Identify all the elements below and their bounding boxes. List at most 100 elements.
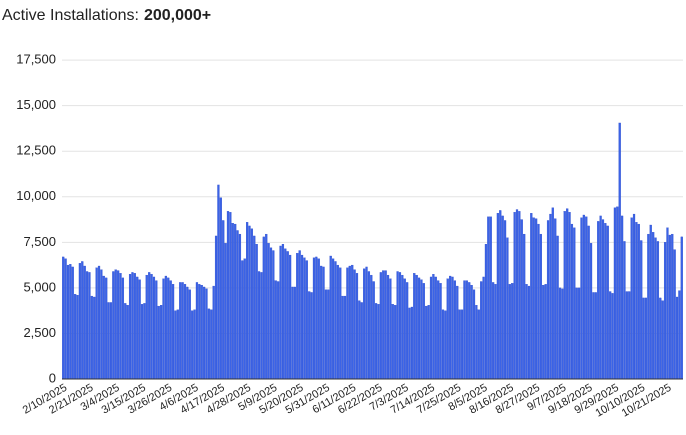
bar: [205, 288, 208, 380]
bar: [398, 272, 402, 380]
bar: [549, 213, 552, 380]
bar: [315, 256, 318, 380]
bar: [329, 255, 332, 380]
bar: [291, 286, 294, 380]
bar: [382, 270, 385, 380]
bar: [573, 227, 576, 380]
bar: [546, 220, 550, 380]
bar: [616, 206, 619, 380]
bar: [281, 243, 285, 380]
bar: [93, 296, 96, 380]
bar: [480, 281, 483, 380]
bar: [558, 287, 562, 380]
bar: [472, 289, 476, 380]
bar: [620, 215, 624, 380]
bar: [107, 302, 110, 380]
bar: [246, 222, 249, 380]
bar: [499, 210, 502, 380]
bar: [279, 245, 282, 380]
bar: [331, 258, 335, 380]
bar: [453, 280, 457, 380]
bar: [226, 211, 230, 380]
bar: [597, 221, 600, 380]
bar: [324, 289, 328, 380]
bar: [477, 309, 480, 380]
bar: [492, 282, 495, 380]
bar: [429, 276, 433, 380]
bar: [678, 290, 681, 380]
bar: [570, 223, 574, 380]
bar: [102, 275, 105, 380]
bar: [219, 197, 222, 380]
y-tick-label: 0: [49, 370, 56, 385]
bar: [112, 271, 115, 380]
bar: [85, 271, 89, 380]
bar: [577, 287, 581, 380]
bar: [69, 264, 72, 380]
bar: [160, 305, 163, 380]
bar: [117, 270, 120, 380]
bar: [425, 305, 428, 380]
bar: [468, 282, 471, 380]
bar: [463, 280, 466, 380]
bar: [81, 261, 84, 380]
bar: [363, 268, 366, 380]
bar: [518, 211, 521, 380]
bar: [140, 304, 144, 380]
bar: [308, 291, 311, 380]
bar: [494, 284, 497, 380]
bar: [365, 266, 368, 380]
bar: [377, 304, 380, 380]
bar: [654, 237, 657, 380]
bar: [124, 303, 127, 380]
bar: [417, 277, 421, 380]
bar: [105, 277, 108, 380]
bar: [487, 216, 490, 380]
bar: [647, 233, 650, 380]
y-tick-label: 17,500: [16, 52, 56, 67]
bar: [336, 264, 339, 380]
bar: [406, 282, 409, 380]
bar: [327, 289, 330, 380]
bar: [432, 274, 435, 380]
bar: [599, 215, 602, 380]
bar: [640, 240, 643, 380]
y-tick-label: 5,000: [23, 279, 56, 294]
title-label: Active Installations:: [2, 7, 139, 24]
bar: [644, 297, 648, 380]
bar: [673, 249, 676, 380]
bar: [358, 300, 361, 380]
bar: [255, 243, 258, 380]
bar: [288, 254, 292, 380]
bar: [88, 272, 91, 380]
bar: [656, 241, 660, 380]
bar: [320, 265, 323, 380]
bar: [119, 273, 122, 380]
bar: [568, 212, 571, 380]
bar: [675, 296, 679, 380]
bar: [162, 278, 165, 380]
bar: [594, 292, 597, 380]
bar: [439, 283, 442, 380]
bar: [422, 283, 425, 380]
bar: [384, 270, 387, 380]
bar: [167, 277, 170, 380]
bar: [114, 269, 117, 380]
bar: [618, 122, 621, 380]
bar: [539, 233, 542, 380]
bar: [109, 302, 113, 380]
bar: [293, 286, 296, 380]
bar: [663, 242, 667, 380]
bar: [212, 285, 215, 380]
bar: [370, 274, 373, 380]
bar: [556, 235, 559, 380]
bar: [630, 217, 633, 380]
bar: [64, 258, 67, 380]
bar: [66, 264, 70, 380]
bar: [413, 273, 416, 380]
bar: [317, 258, 320, 380]
bar: [71, 266, 74, 380]
bar: [475, 305, 478, 380]
title-total: 200,000+: [144, 7, 211, 24]
bar: [587, 225, 590, 380]
